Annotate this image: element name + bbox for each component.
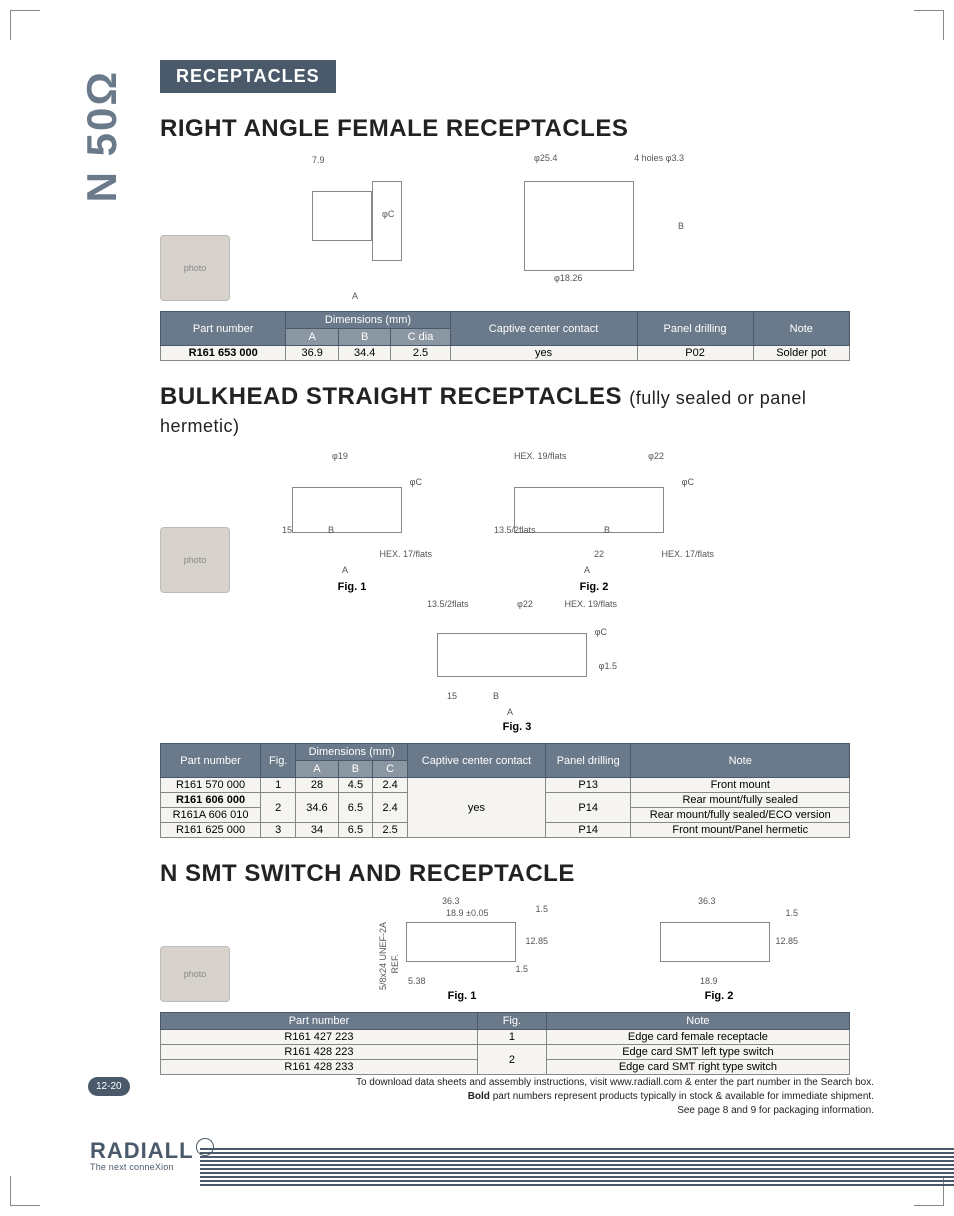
tech-drawing-s2b: HEX. 19/flats φ22 φC 13.5/2flats B 22 HE… bbox=[474, 447, 714, 577]
fig-label: Fig. 3 bbox=[397, 721, 637, 733]
product-photo-s3: photo bbox=[160, 946, 230, 1002]
tech-drawing-s1a: 7.9 φC A bbox=[252, 151, 472, 301]
section-title-right-angle: RIGHT ANGLE FEMALE RECEPTACLES bbox=[160, 115, 874, 143]
table-row: R161 428 2232Edge card SMT left type swi… bbox=[161, 1045, 850, 1060]
table-smt: Part number Fig. Note R161 427 2231Edge … bbox=[160, 1012, 850, 1075]
fig-label: Fig. 1 bbox=[252, 581, 452, 593]
tech-drawing-s2a: φ19 φC 15 B HEX. 17/flats A bbox=[252, 447, 452, 577]
tech-drawing-s1b: φ25.4 4 holes φ3.3 B φ18.26 bbox=[494, 151, 684, 301]
page-number-badge: 12-20 bbox=[88, 1077, 130, 1096]
table-row: R161 427 2231Edge card female receptacle bbox=[161, 1030, 850, 1045]
table-right-angle: Part number Dimensions (mm) Captive cent… bbox=[160, 311, 850, 361]
tech-drawing-s3b: 36.3 1.5 12.85 18.9 bbox=[634, 896, 804, 986]
tech-drawing-s3a: 36.3 18.9 ±0.05 1.5 12.85 1.5 5.38 5/8x2… bbox=[372, 896, 552, 986]
section-title-bulkhead: BULKHEAD STRAIGHT RECEPTACLES (fully sea… bbox=[160, 383, 874, 439]
footer-decorative-stripes bbox=[200, 1146, 954, 1186]
section-bar-receptacles: RECEPTACLES bbox=[160, 60, 336, 93]
table-bulkhead: Part number Fig. Dimensions (mm) Captive… bbox=[160, 743, 850, 838]
table-row: R161 570 0001284.52.4yesP13Front mount bbox=[161, 778, 850, 793]
section-title-smt: N SMT SWITCH AND RECEPTACLE bbox=[160, 860, 874, 888]
table-row: R161 653 00036.934.42.5yesP02Solder pot bbox=[161, 346, 850, 361]
tech-drawing-s2c: 13.5/2flats φ22 HEX. 19/flats φC φ1.5 15… bbox=[397, 597, 637, 717]
fig-label: Fig. 2 bbox=[474, 581, 714, 593]
brand-logo: RADIALL The next conneXion bbox=[90, 1138, 214, 1172]
fig-label: Fig. 2 bbox=[634, 990, 804, 1002]
footnotes: To download data sheets and assembly ins… bbox=[314, 1076, 874, 1118]
side-category-label: N 50Ω bbox=[78, 70, 126, 202]
product-photo-s2: photo bbox=[160, 527, 230, 593]
product-photo-s1: photo bbox=[160, 235, 230, 301]
fig-label: Fig. 1 bbox=[372, 990, 552, 1002]
